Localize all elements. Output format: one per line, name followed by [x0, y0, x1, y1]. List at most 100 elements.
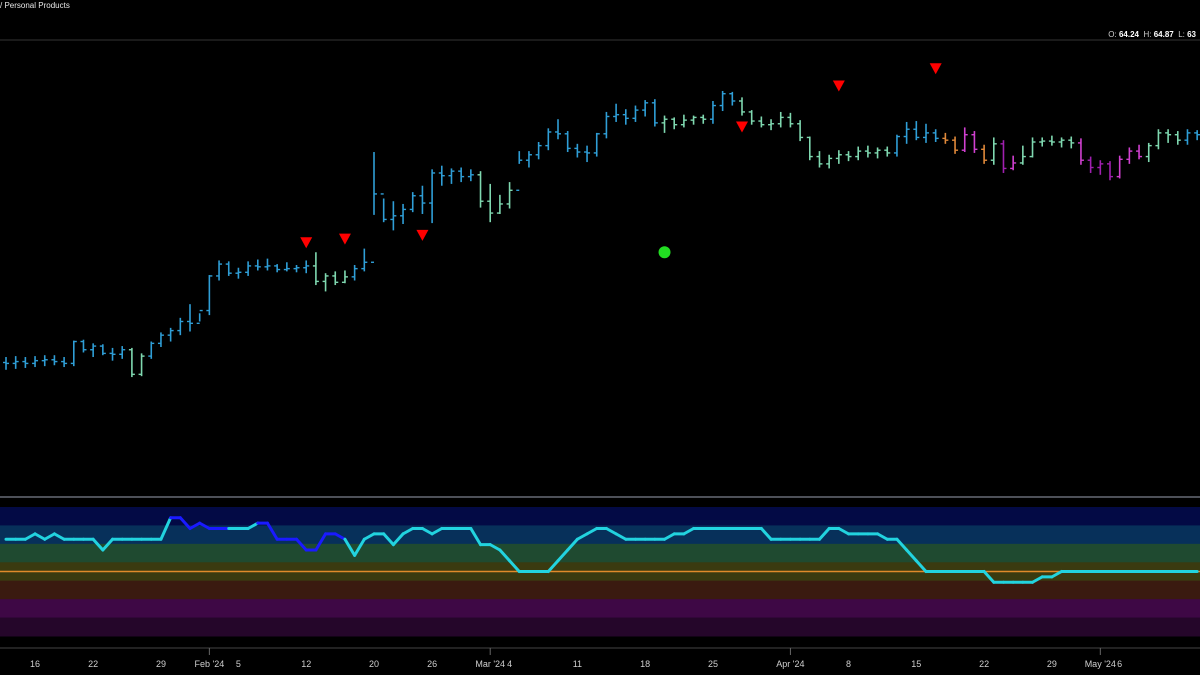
price-bar: [351, 265, 358, 281]
price-bar: [380, 193, 387, 223]
oscillator-segment: [488, 543, 502, 552]
low-value: 63: [1187, 30, 1196, 39]
price-bar: [613, 103, 620, 122]
price-bar: [312, 252, 319, 286]
price-bar: [981, 144, 988, 164]
oscillator-band: [0, 507, 1200, 526]
oscillator-segment: [198, 521, 211, 530]
price-bar: [777, 111, 784, 128]
x-tick-label: 22: [979, 659, 989, 669]
price-bar: [1116, 155, 1123, 179]
price-bar: [119, 346, 126, 359]
x-tick-label: 16: [30, 659, 40, 669]
price-bar: [1136, 144, 1143, 160]
oscillator-segment: [420, 527, 434, 536]
price-panel: NoGoNoGoGoGoNoGoGo: [3, 63, 1200, 378]
price-bar: [99, 344, 106, 356]
price-bar: [690, 115, 697, 125]
price-bar: [187, 304, 193, 332]
oscillator-segment: [837, 527, 851, 536]
price-bar: [409, 192, 416, 213]
price-bar: [157, 332, 164, 347]
oscillator-band: [0, 617, 1200, 637]
price-bar: [1155, 129, 1162, 150]
price-bar: [758, 116, 765, 128]
open-label: O:: [1108, 30, 1117, 39]
oscillator-segment: [876, 532, 889, 541]
x-tick-label: 4: [507, 659, 512, 669]
oscillator-segment: [759, 527, 773, 541]
go-circle-marker: [658, 246, 671, 259]
price-bar: [855, 146, 862, 161]
price-bar: [293, 265, 300, 273]
oscillator-segment: [353, 537, 366, 557]
oscillator-segment: [401, 527, 415, 536]
oscillator-segment: [265, 521, 279, 541]
price-bar: [952, 136, 959, 154]
price-bar: [371, 152, 377, 263]
x-tick-label: 20: [369, 659, 379, 669]
price-bar: [438, 165, 445, 186]
oscillator-segment: [1050, 570, 1064, 579]
price-bar: [467, 169, 474, 182]
oscillator-segment: [469, 527, 483, 547]
oscillator-band: [0, 543, 1200, 563]
oscillator-segment: [343, 537, 357, 557]
price-bar: [1048, 135, 1055, 146]
oscillator-segment: [817, 527, 831, 541]
price-bar: [574, 143, 581, 158]
price-bar: [332, 271, 339, 286]
x-tick-label: 15: [911, 659, 921, 669]
price-bar: [932, 129, 939, 142]
go-warning-triangle: [736, 121, 748, 133]
price-bar: [80, 339, 87, 353]
oscillator-segment: [188, 521, 202, 530]
price-bar: [584, 145, 591, 163]
price-bar: [1029, 137, 1036, 158]
price-bar: [400, 203, 407, 224]
price-bar: [942, 132, 949, 144]
oscillator-segment: [159, 516, 173, 541]
price-bar: [535, 142, 542, 160]
price-bar: [525, 151, 532, 168]
oscillator-segment: [566, 537, 579, 552]
price-bar: [419, 185, 426, 214]
price-bar: [41, 355, 48, 367]
price-bar: [206, 275, 213, 316]
price-bar: [564, 131, 571, 153]
oscillator-band: [0, 580, 1200, 600]
x-tick-label: 6: [1117, 659, 1122, 669]
oscillator-segment: [246, 521, 260, 530]
go-warning-triangle: [416, 229, 429, 241]
price-bar: [496, 194, 503, 214]
x-tick-label: Apr '24: [776, 659, 804, 669]
price-bar: [516, 151, 523, 191]
oscillator-segment: [430, 527, 444, 536]
oscillator-segment: [895, 537, 909, 552]
price-bar: [225, 261, 232, 276]
price-bar: [729, 91, 736, 106]
oscillator-segment: [575, 532, 589, 541]
price-bar: [903, 121, 910, 144]
x-tick-label: 18: [640, 659, 650, 669]
price-bar: [264, 258, 271, 271]
oscillator-segment: [101, 537, 115, 552]
price-bar: [748, 110, 755, 125]
price-bar: [642, 100, 649, 117]
price-bar: [506, 182, 513, 209]
price-bar: [787, 112, 794, 128]
oscillator-segment: [604, 527, 618, 536]
x-tick-label: 5: [236, 659, 241, 669]
price-bar: [128, 347, 135, 378]
high-value: 64.87: [1153, 30, 1174, 39]
price-bar: [32, 356, 39, 368]
price-bar: [22, 357, 29, 368]
oscillator-segment: [362, 532, 376, 541]
price-bar: [1077, 138, 1084, 165]
price-bar: [390, 201, 397, 231]
price-bar: [196, 309, 203, 325]
oscillator-segment: [614, 532, 628, 541]
price-bar: [477, 171, 484, 208]
oscillator-segment: [391, 532, 405, 547]
